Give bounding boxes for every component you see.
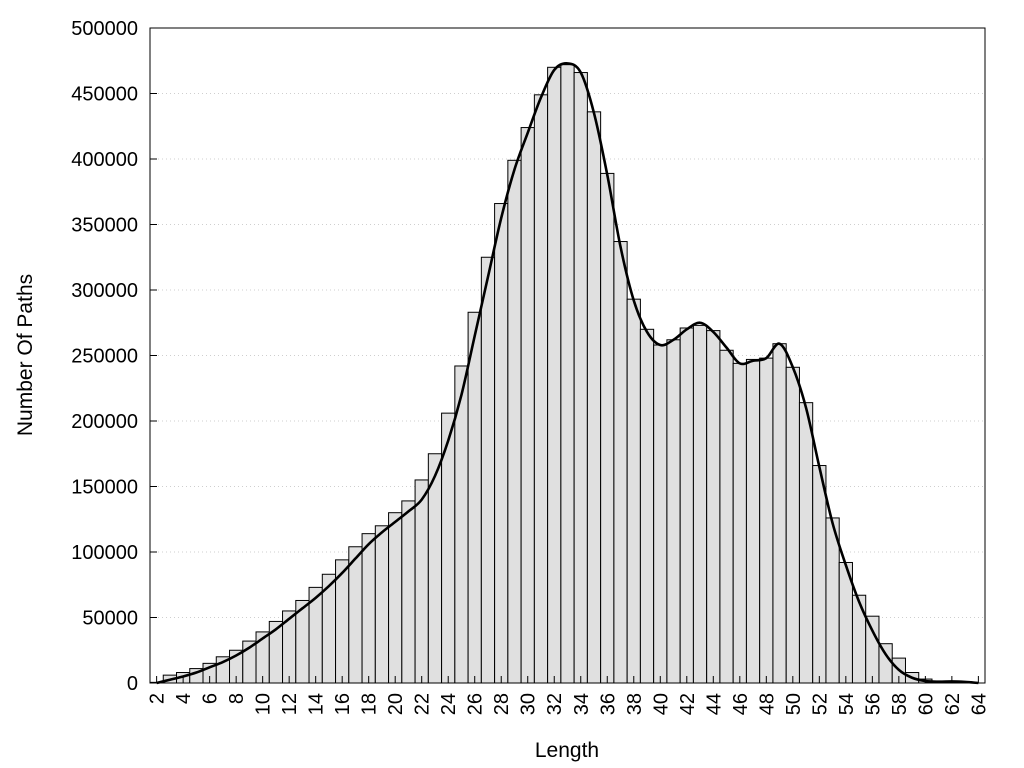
bar — [467, 311, 482, 684]
x-tick-label: 62 — [942, 693, 964, 715]
bar — [785, 366, 800, 684]
x-tick-label: 46 — [730, 693, 752, 715]
bar — [533, 94, 549, 684]
x-tick-label: 26 — [465, 693, 487, 715]
bar — [600, 172, 615, 684]
x-tick-label: 24 — [438, 693, 460, 715]
y-tick-label: 200000 — [71, 411, 138, 433]
curve-layer — [156, 61, 979, 685]
x-tick-label: 60 — [915, 693, 937, 715]
x-axis-title: Length — [535, 739, 599, 762]
x-tick-label: 10 — [253, 693, 275, 715]
x-tick-label: 50 — [783, 693, 805, 715]
x-tick-label: 16 — [332, 693, 354, 715]
y-tick-label: 300000 — [71, 280, 138, 302]
bar — [374, 525, 390, 684]
bar — [732, 362, 747, 684]
x-tick-label: 20 — [385, 693, 407, 715]
x-tick-label: 22 — [412, 693, 434, 715]
x-tick-label: 58 — [889, 693, 911, 715]
bar — [494, 203, 509, 684]
x-tick-label: 12 — [279, 693, 301, 715]
y-tick-label: 0 — [127, 673, 138, 695]
trend-curve — [156, 61, 979, 685]
bar — [414, 479, 429, 684]
bar — [388, 512, 403, 684]
bar — [653, 344, 668, 684]
bars — [149, 64, 973, 684]
y-tick-label: 450000 — [71, 84, 138, 106]
x-tick-label: 36 — [597, 693, 619, 715]
x-tick-label: 34 — [571, 693, 593, 715]
x-tick-label: 64 — [968, 693, 990, 715]
x-tick-label: 52 — [809, 693, 831, 715]
y-tick-label: 400000 — [71, 149, 138, 171]
bar — [719, 349, 734, 684]
x-tick-label: 54 — [836, 693, 858, 715]
bar — [586, 111, 602, 684]
bar — [480, 256, 496, 684]
bar — [759, 357, 774, 684]
bar — [878, 643, 893, 684]
x-tick-label: 2 — [147, 693, 169, 704]
bar — [401, 500, 416, 684]
bar — [706, 330, 721, 684]
bar — [639, 328, 655, 684]
x-tick-label: 56 — [862, 693, 884, 715]
bar — [547, 66, 562, 684]
bar — [573, 72, 588, 684]
bar — [692, 324, 708, 684]
x-tick-label: 4 — [173, 693, 195, 704]
bar — [507, 159, 522, 684]
y-tick-label: 500000 — [71, 18, 138, 40]
bar — [520, 127, 535, 684]
x-tick-label: 42 — [677, 693, 699, 715]
x-tick-label: 18 — [359, 693, 381, 715]
x-tick-label: 14 — [306, 693, 328, 715]
x-tick-label: 8 — [226, 693, 248, 704]
bar — [560, 64, 575, 684]
x-axis: 2 4 6 8 10 12 14 16 18 20 22 24 26 28 30 32 34 36 38 40 42 44… — [147, 676, 990, 715]
x-tick-label: 40 — [650, 693, 672, 715]
y-tick-label: 350000 — [71, 215, 138, 237]
bar — [348, 546, 363, 684]
x-tick-label: 32 — [544, 693, 566, 715]
x-tick-label: 28 — [491, 693, 513, 715]
bar — [666, 339, 681, 684]
bar — [851, 594, 867, 684]
bar — [613, 241, 628, 684]
bar — [798, 402, 814, 684]
x-tick-label: 48 — [756, 693, 778, 715]
y-axis: 0 50000 100000 150000 200000 250000 300000 3500… — [71, 18, 157, 695]
y-axis-title: Number Of Paths — [14, 274, 37, 436]
x-tick-label: 30 — [518, 693, 540, 715]
bar — [812, 465, 827, 684]
bar — [865, 615, 880, 684]
x-tick-label: 38 — [624, 693, 646, 715]
bar — [745, 358, 761, 684]
y-tick-label: 250000 — [71, 346, 138, 368]
bar — [361, 533, 376, 684]
bar — [679, 327, 694, 684]
y-tick-label: 50000 — [82, 608, 138, 630]
bar — [626, 298, 641, 684]
y-tick-label: 150000 — [71, 477, 138, 499]
x-tick-label: 6 — [200, 693, 222, 704]
y-tick-label: 100000 — [71, 542, 138, 564]
bar — [772, 343, 787, 684]
x-tick-label: 44 — [703, 693, 725, 715]
